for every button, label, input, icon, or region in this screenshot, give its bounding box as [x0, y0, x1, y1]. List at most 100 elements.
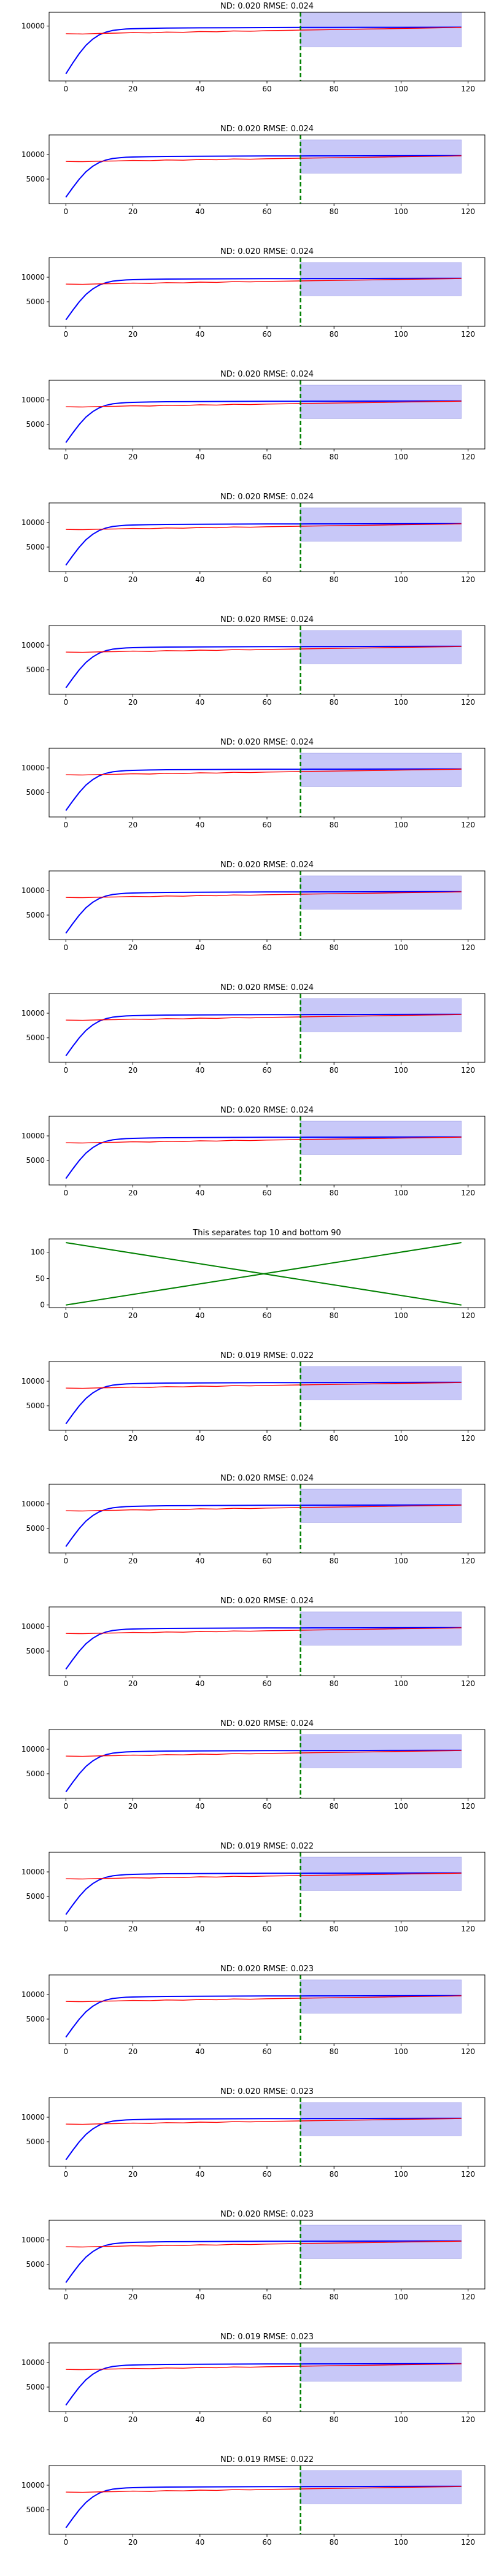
y-tick-label: 100 — [31, 1248, 45, 1257]
x-tick-label: 0 — [63, 453, 68, 461]
x-tick-label: 60 — [262, 1434, 271, 1443]
x-tick-label: 0 — [63, 821, 68, 829]
series-line — [66, 401, 462, 408]
x-tick-label: 120 — [461, 2170, 475, 2179]
x-tick-label: 60 — [262, 207, 271, 216]
series-line — [66, 1382, 462, 1389]
x-tick-label: 20 — [128, 575, 137, 584]
x-tick-label: 100 — [394, 1066, 408, 1075]
subplot: ND: 0.020 RMSE: 0.023 0 20 40 60 80 100 120 5000… — [21, 1965, 485, 2056]
x-tick-label: 60 — [262, 1802, 271, 1811]
y-tick-label: 0 — [40, 1301, 45, 1309]
x-tick-label: 40 — [195, 698, 204, 707]
series-line — [65, 2485, 462, 2529]
series-line — [65, 1013, 462, 1057]
series-line — [65, 891, 462, 934]
series-line — [66, 1750, 462, 1757]
x-tick-label: 120 — [461, 821, 475, 829]
x-tick-label: 60 — [262, 575, 271, 584]
series-line — [66, 1627, 462, 1635]
series-line — [66, 891, 462, 899]
plot-area — [65, 871, 462, 940]
subplot: ND: 0.020 RMSE: 0.024 0 20 40 60 80 100 120 1000… — [21, 2, 485, 93]
plot-area — [65, 748, 462, 817]
x-tick-label: 120 — [461, 2293, 475, 2301]
x-tick-label: 0 — [63, 575, 68, 584]
x-tick-label: 120 — [461, 85, 475, 93]
x-tick-label: 20 — [128, 821, 137, 829]
x-tick-label: 80 — [330, 2415, 339, 2424]
series-line — [66, 2486, 462, 2493]
x-tick-label: 0 — [63, 1557, 68, 1565]
y-tick-label: 10000 — [21, 1868, 45, 1876]
x-tick-label: 100 — [394, 2293, 408, 2301]
subplot: ND: 0.020 RMSE: 0.023 0 20 40 60 80 100 120 5000… — [21, 2087, 485, 2179]
x-tick-label: 80 — [330, 2538, 339, 2547]
x-tick-label: 20 — [128, 1066, 137, 1075]
chart-title: ND: 0.020 RMSE: 0.024 — [220, 861, 314, 870]
y-tick-label: 5000 — [26, 788, 45, 797]
plot-area — [65, 2466, 462, 2534]
x-tick-label: 120 — [461, 1066, 475, 1075]
x-tick-label: 40 — [195, 575, 204, 584]
x-tick-label: 20 — [128, 943, 137, 952]
x-tick-label: 40 — [195, 330, 204, 339]
x-tick-label: 0 — [63, 1434, 68, 1443]
chart-title: ND: 0.019 RMSE: 0.022 — [220, 2455, 314, 2464]
x-tick-label: 120 — [461, 698, 475, 707]
plot-area — [65, 626, 462, 694]
y-tick-label: 10000 — [21, 641, 45, 650]
chart-title: ND: 0.020 RMSE: 0.024 — [220, 370, 314, 379]
x-tick-label: 100 — [394, 453, 408, 461]
chart-title: ND: 0.020 RMSE: 0.024 — [220, 1106, 314, 1115]
x-tick-label: 100 — [394, 1189, 408, 1197]
x-tick-label: 20 — [128, 2047, 137, 2056]
subplot: ND: 0.020 RMSE: 0.023 0 20 40 60 80 100 120 5000… — [21, 2210, 485, 2301]
series-line — [65, 400, 462, 443]
x-tick-label: 40 — [195, 1925, 204, 1933]
x-tick-label: 0 — [63, 330, 68, 339]
x-tick-label: 0 — [63, 1189, 68, 1197]
y-tick-label: 10000 — [21, 150, 45, 159]
x-tick-label: 120 — [461, 207, 475, 216]
x-tick-label: 100 — [394, 330, 408, 339]
chart-title: ND: 0.020 RMSE: 0.024 — [220, 125, 314, 134]
x-tick-label: 100 — [394, 2170, 408, 2179]
x-tick-label: 20 — [128, 207, 137, 216]
chart-title: ND: 0.020 RMSE: 0.024 — [220, 738, 314, 747]
plot-area — [65, 1975, 462, 2044]
series-line — [65, 155, 462, 198]
y-tick-label: 10000 — [21, 2358, 45, 2367]
x-tick-label: 120 — [461, 1925, 475, 1933]
y-tick-label: 5000 — [26, 1524, 45, 1533]
y-tick-label: 5000 — [26, 1769, 45, 1778]
chart-title: ND: 0.020 RMSE: 0.024 — [220, 983, 314, 992]
x-tick-label: 40 — [195, 1189, 204, 1197]
series-line — [65, 1749, 462, 1793]
y-tick-label: 5000 — [26, 1647, 45, 1655]
x-tick-label: 120 — [461, 2538, 475, 2547]
x-tick-label: 0 — [63, 1679, 68, 1688]
x-tick-label: 20 — [128, 453, 137, 461]
x-tick-label: 100 — [394, 698, 408, 707]
series-line — [65, 1136, 462, 1179]
series-line — [66, 2363, 462, 2371]
plot-area — [65, 503, 462, 572]
x-tick-label: 60 — [262, 1557, 271, 1565]
series-line — [65, 2117, 462, 2161]
chart-title: This separates top 10 and bottom 90 — [192, 1229, 341, 1238]
y-tick-label: 5000 — [26, 2260, 45, 2269]
subplot: This separates top 10 and bottom 90 0 20 40… — [31, 1229, 485, 1320]
x-tick-label: 120 — [461, 453, 475, 461]
x-tick-label: 80 — [330, 1557, 339, 1565]
x-tick-label: 100 — [394, 1311, 408, 1320]
plot-area — [65, 994, 462, 1062]
y-tick-label: 10000 — [21, 518, 45, 527]
plot-area — [65, 1852, 462, 1921]
x-tick-label: 40 — [195, 1557, 204, 1565]
series-line — [65, 768, 462, 811]
x-tick-label: 120 — [461, 1802, 475, 1811]
x-tick-label: 80 — [330, 1679, 339, 1688]
x-tick-label: 60 — [262, 1679, 271, 1688]
chart-title: ND: 0.019 RMSE: 0.022 — [220, 1351, 314, 1360]
